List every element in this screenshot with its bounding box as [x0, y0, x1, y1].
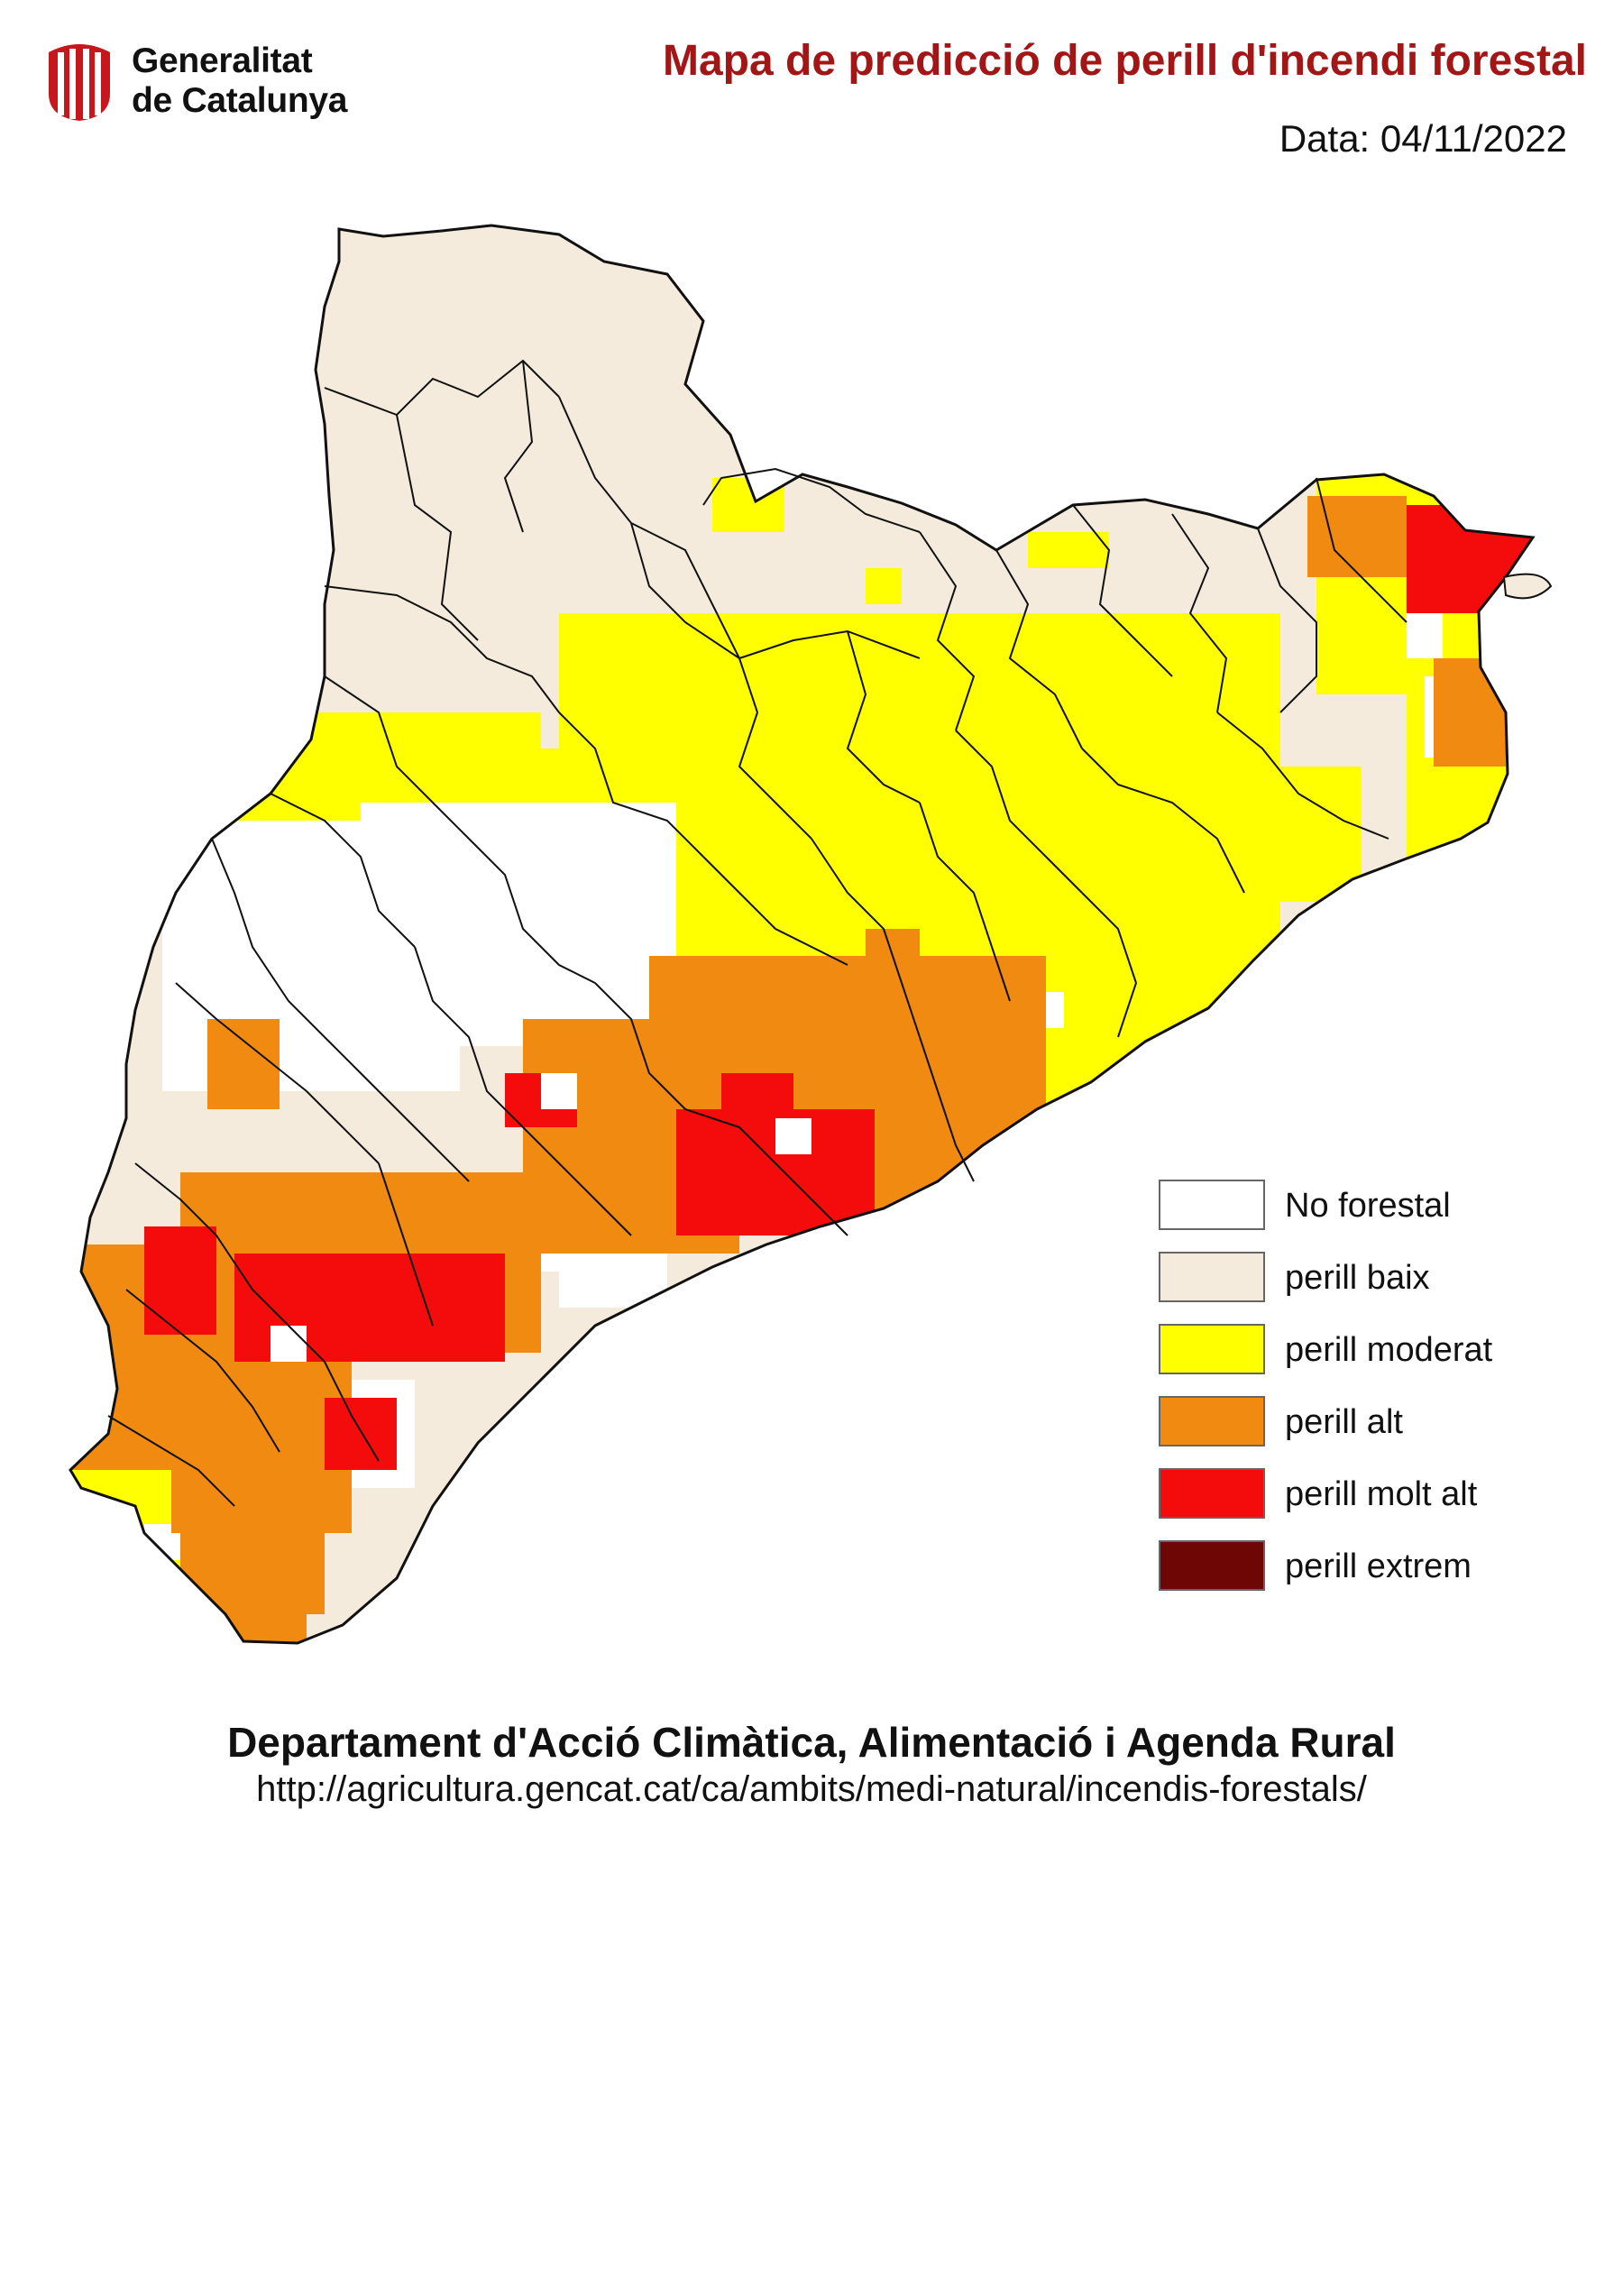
- legend-item-perill-alt: perill alt: [1159, 1396, 1537, 1468]
- legend-swatch: [1159, 1180, 1265, 1230]
- legend-label: perill alt: [1285, 1403, 1403, 1441]
- legend-swatch: [1159, 1324, 1265, 1374]
- legend-swatch: [1159, 1468, 1265, 1519]
- legend-item-perill-extrem: perill extrem: [1159, 1540, 1537, 1612]
- legend-label: perill moderat: [1285, 1331, 1493, 1369]
- legend-swatch: [1159, 1396, 1265, 1446]
- page-title: Mapa de predicció de perill d'incendi fo…: [663, 37, 1587, 85]
- legend-label: perill extrem: [1285, 1548, 1472, 1585]
- legend-swatch: [1159, 1252, 1265, 1302]
- logo-line-2: de Catalunya: [132, 81, 348, 120]
- map-legend: No forestal perill baix perill moderat p…: [1159, 1180, 1537, 1612]
- legend-item-perill-baix: perill baix: [1159, 1252, 1537, 1324]
- department-url: http://agricultura.gencat.cat/ca/ambits/…: [256, 1769, 1367, 1809]
- legend-item-perill-molt-alt: perill molt alt: [1159, 1468, 1537, 1540]
- legend-swatch: [1159, 1540, 1265, 1591]
- legend-label: perill baix: [1285, 1259, 1430, 1297]
- department-name: Departament d'Acció Climàtica, Alimentac…: [227, 1719, 1396, 1766]
- legend-label: perill molt alt: [1285, 1475, 1478, 1513]
- legend-item-no-forestal: No forestal: [1159, 1180, 1537, 1252]
- legend-item-perill-moderat: perill moderat: [1159, 1324, 1537, 1396]
- logo-wordmark: Generalitat de Catalunya: [132, 41, 347, 121]
- generalitat-logo: Generalitat de Catalunya: [45, 38, 388, 124]
- map-date: Data: 04/11/2022: [1279, 117, 1567, 160]
- catalonia-fire-risk-map: [69, 224, 1553, 1645]
- legend-label: No forestal: [1285, 1187, 1451, 1225]
- logo-line-1: Generalitat: [132, 41, 313, 80]
- generalitat-emblem-icon: [49, 44, 110, 121]
- comarca-borders: [107, 359, 1408, 1507]
